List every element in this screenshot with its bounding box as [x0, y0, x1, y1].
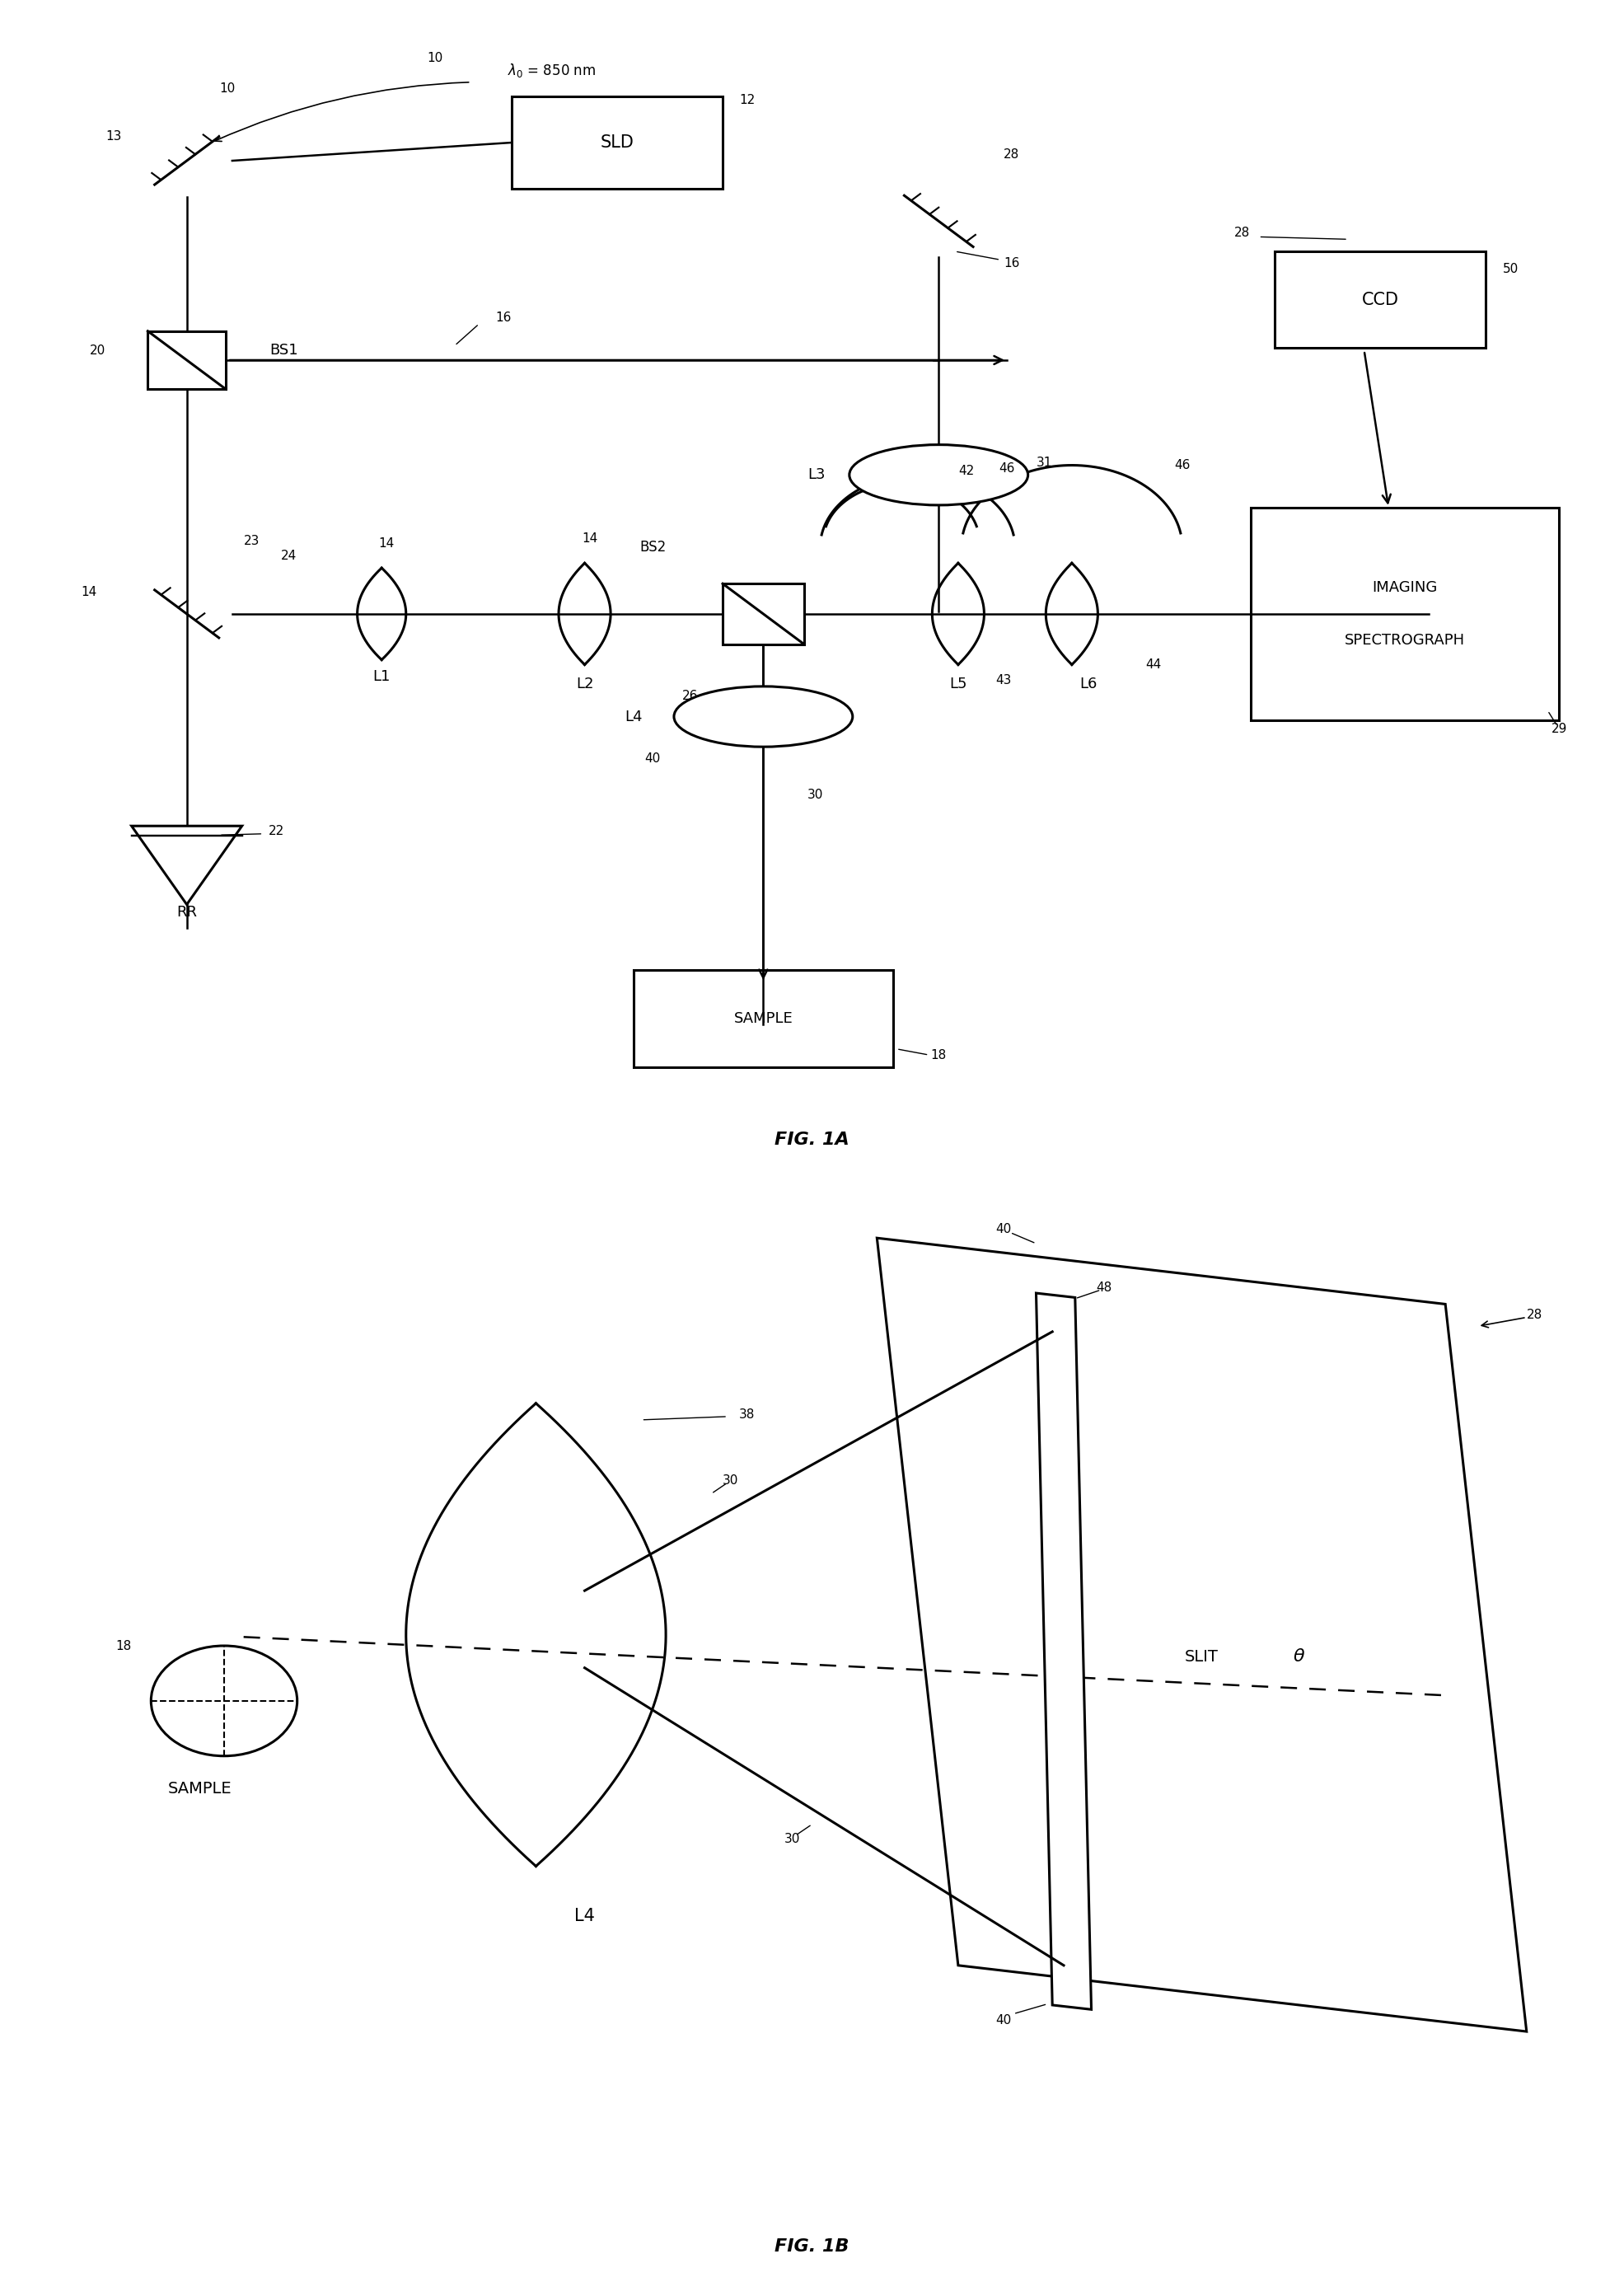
Text: 22: 22: [268, 824, 284, 838]
Text: L1: L1: [374, 670, 390, 684]
Text: SLD: SLD: [601, 135, 633, 152]
Text: 28: 28: [1004, 149, 1020, 161]
Text: SAMPLE: SAMPLE: [167, 1782, 232, 1798]
Text: SLIT: SLIT: [1186, 1649, 1218, 1665]
FancyBboxPatch shape: [512, 96, 723, 188]
Text: BS2: BS2: [640, 540, 666, 556]
Text: 50: 50: [1502, 264, 1518, 276]
Text: 16: 16: [1004, 257, 1020, 269]
Text: 38: 38: [726, 703, 742, 714]
Text: L5: L5: [950, 677, 966, 691]
Text: 26: 26: [682, 689, 698, 703]
Text: 42: 42: [958, 466, 974, 478]
Text: 18: 18: [931, 1049, 947, 1061]
FancyBboxPatch shape: [633, 971, 893, 1068]
Text: 10: 10: [427, 53, 443, 64]
Text: 14: 14: [81, 585, 97, 599]
FancyBboxPatch shape: [1250, 507, 1559, 721]
Text: RR: RR: [177, 905, 197, 921]
Text: 30: 30: [807, 790, 823, 801]
Text: 40: 40: [996, 1224, 1012, 1235]
Bar: [148, 331, 226, 388]
Text: FIG. 1A: FIG. 1A: [775, 1132, 849, 1148]
Text: 30: 30: [784, 1832, 801, 1844]
Text: 16: 16: [495, 312, 512, 324]
Ellipse shape: [849, 445, 1028, 505]
Text: 31: 31: [1036, 457, 1052, 468]
Text: IMAGING: IMAGING: [1372, 581, 1437, 595]
Text: 13: 13: [106, 131, 122, 142]
Text: 20: 20: [89, 344, 106, 356]
Bar: [723, 583, 804, 645]
Text: CCD: CCD: [1363, 292, 1398, 308]
Text: 10: 10: [219, 83, 235, 94]
Text: 18: 18: [115, 1639, 132, 1651]
Ellipse shape: [151, 1646, 297, 1756]
Text: 40: 40: [996, 2014, 1012, 2027]
Text: 43: 43: [996, 675, 1012, 687]
Text: 14: 14: [581, 533, 598, 544]
Text: 30: 30: [723, 1474, 739, 1486]
Text: 24: 24: [281, 549, 297, 563]
Text: L2: L2: [577, 677, 593, 691]
Text: 28: 28: [1234, 227, 1250, 239]
Text: SPECTROGRAPH: SPECTROGRAPH: [1345, 634, 1465, 647]
Text: 14: 14: [378, 537, 395, 551]
Polygon shape: [1036, 1293, 1091, 2009]
Text: 38: 38: [739, 1407, 755, 1421]
Text: 44: 44: [1145, 659, 1161, 670]
Polygon shape: [877, 1238, 1527, 2032]
Text: L6: L6: [1080, 677, 1096, 691]
Text: L3: L3: [809, 468, 825, 482]
Text: L4: L4: [625, 709, 641, 723]
Text: 23: 23: [244, 535, 260, 546]
Ellipse shape: [674, 687, 853, 746]
Text: 28: 28: [1527, 1309, 1543, 1320]
Text: BS1: BS1: [270, 342, 299, 358]
Polygon shape: [132, 827, 242, 905]
FancyBboxPatch shape: [1275, 250, 1486, 349]
Text: $\lambda_0$ = 850 nm: $\lambda_0$ = 850 nm: [508, 62, 596, 78]
Text: 40: 40: [645, 753, 661, 765]
Text: $\theta$: $\theta$: [1293, 1649, 1306, 1665]
Text: 12: 12: [739, 94, 755, 106]
Text: L4: L4: [575, 1908, 594, 1924]
Text: 46: 46: [999, 464, 1015, 475]
Text: SAMPLE: SAMPLE: [734, 1010, 793, 1026]
Text: 48: 48: [1096, 1281, 1112, 1293]
Text: 29: 29: [1551, 723, 1567, 735]
Text: FIG. 1B: FIG. 1B: [775, 2239, 849, 2255]
Text: 46: 46: [1174, 459, 1190, 471]
